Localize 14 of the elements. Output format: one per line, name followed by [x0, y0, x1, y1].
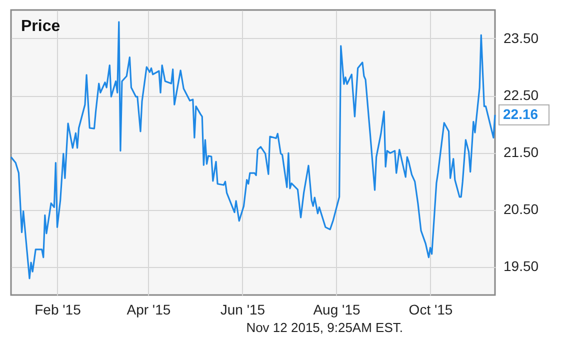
y-tick-label: 20.50 [504, 201, 539, 217]
x-tick-label: Feb '15 [34, 302, 82, 318]
x-tick-label: Apr '15 [126, 302, 171, 318]
x-tick-label: Jun '15 [220, 302, 266, 318]
x-tick-label: Oct '15 [408, 302, 453, 318]
text: Nov 12 2015, 9:25AM EST. [246, 320, 403, 335]
y-tick-label: 19.50 [504, 258, 539, 274]
y-tick-label: 21.50 [504, 144, 539, 160]
text: Price [21, 18, 60, 35]
annotation: 22.16 [503, 106, 538, 122]
line-series [10, 21, 496, 280]
y-tick-label: 23.50 [504, 30, 539, 46]
y-tick-label: 22.50 [504, 87, 539, 103]
x-tick-label: Aug '15 [313, 302, 360, 318]
